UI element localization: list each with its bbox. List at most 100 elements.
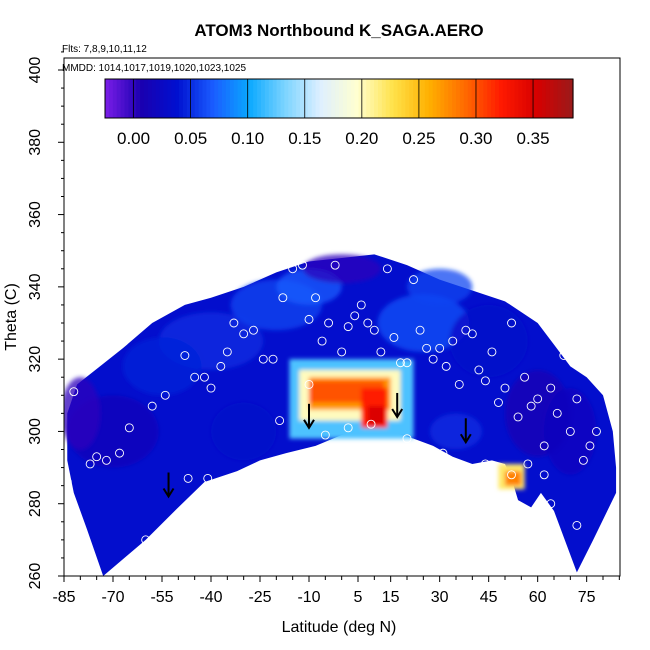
colorbar-segment [120, 79, 126, 118]
colorbar-segment [440, 79, 445, 118]
colorbar-segment [151, 79, 157, 118]
colorbar-segment [362, 79, 367, 118]
x-tick-label: -85 [52, 589, 75, 606]
colorbar-segment [354, 79, 360, 118]
colorbar-segment [346, 79, 352, 118]
observation-point [438, 448, 448, 458]
observation-point [428, 354, 438, 364]
colorbar-segment [537, 79, 543, 118]
colorbar-segment [167, 79, 172, 118]
colorbar-segment [186, 79, 192, 118]
observation-point [229, 477, 239, 487]
colorbar-segment [225, 79, 231, 118]
observation-point [64, 446, 66, 453]
observation-point [180, 351, 190, 360]
observation-point [507, 470, 516, 480]
dates-annotation: MMDD: 1014,1017,1019,1020,1023,1025 [62, 63, 246, 74]
down-arrow-icon [303, 403, 315, 430]
colorbar-segment [218, 79, 223, 118]
y-tick-label: 260 [27, 563, 44, 590]
colorbar-segment [210, 79, 215, 118]
colorbar-segment [206, 79, 211, 118]
colorbar-segment [300, 79, 305, 118]
observation-point [513, 412, 523, 422]
observation-point [124, 423, 134, 433]
y-tick-label: 380 [27, 129, 44, 156]
colorbar-tick-label: 0.10 [231, 129, 264, 148]
observation-point [343, 322, 353, 332]
observation-point [64, 477, 72, 487]
colorbar-segment [374, 79, 379, 118]
observation-point [572, 520, 582, 530]
x-tick-label: 75 [578, 589, 596, 606]
arrow-head [162, 487, 175, 499]
colorbar-segment [202, 79, 207, 118]
colorbar-segment [545, 79, 551, 118]
colorbar-segment [534, 79, 539, 118]
field-patch [449, 304, 528, 378]
observation-point [222, 347, 232, 357]
observation-point [539, 441, 549, 451]
colorbar-segment [280, 79, 285, 118]
colorbar-segment [479, 79, 484, 118]
colorbar-segment [194, 79, 200, 118]
colorbar-segment [522, 79, 527, 118]
observation-point [249, 325, 258, 335]
colorbar-segment [331, 79, 336, 118]
x-tick-label: 60 [529, 589, 547, 606]
observation-point [102, 455, 111, 465]
colorbar-segment [319, 79, 324, 118]
observation-points [64, 260, 601, 545]
y-tick-label: 400 [27, 57, 44, 84]
colorbar-segment [378, 79, 383, 118]
y-tick-label: 360 [27, 201, 44, 228]
colorbar-segment [401, 79, 406, 118]
colorbar-segment [241, 79, 246, 118]
colorbar-segment [128, 79, 133, 118]
colorbar-segment [105, 79, 110, 118]
colorbar-segment [389, 79, 395, 118]
observation-point [278, 293, 288, 303]
observation-point [369, 325, 379, 335]
observation-point [454, 379, 464, 389]
observation-point [92, 452, 102, 462]
field-patch [377, 294, 470, 352]
observation-point [324, 318, 334, 328]
colorbar-segment [276, 79, 282, 118]
observation-point [275, 416, 285, 426]
observation-point [304, 314, 314, 324]
field-patch [122, 337, 202, 396]
colorbar-segment [370, 79, 375, 118]
observation-point [239, 329, 249, 339]
colorbar-tick-label: 0.15 [288, 129, 321, 148]
colorbar-segment [541, 79, 547, 118]
arrow-markers [162, 392, 472, 499]
colorbar-segment [483, 79, 488, 118]
observation-point [141, 535, 151, 545]
colorbar-segment [116, 79, 122, 118]
colorbar-segment [132, 79, 137, 118]
colorbar-segment [155, 79, 161, 118]
colorbar-segment [498, 79, 504, 118]
observation-point [203, 473, 213, 483]
y-tick-label: 300 [27, 418, 44, 445]
colorbar-tick-label: 0.00 [117, 129, 150, 148]
colorbar-segment [381, 79, 387, 118]
flights-annotation: Flts: 7,8,9,10,11,12 [62, 44, 147, 55]
y-tick-label: 280 [27, 490, 44, 517]
colorbar-segment [557, 79, 562, 118]
observation-point [572, 394, 582, 404]
colorbar-segment [385, 79, 391, 118]
observation-point [389, 333, 399, 342]
observation-point [494, 398, 503, 407]
colorbar-segment [175, 79, 180, 118]
observation-point [190, 372, 200, 382]
observation-point [317, 336, 327, 346]
observation-point [363, 318, 373, 328]
down-arrow-icon [459, 418, 472, 445]
colorbar-segment [144, 79, 149, 118]
colorbar-segment [124, 79, 129, 118]
colorbar-segment [502, 79, 508, 118]
colorbar-segment [264, 79, 270, 118]
arrow-head [391, 408, 404, 419]
